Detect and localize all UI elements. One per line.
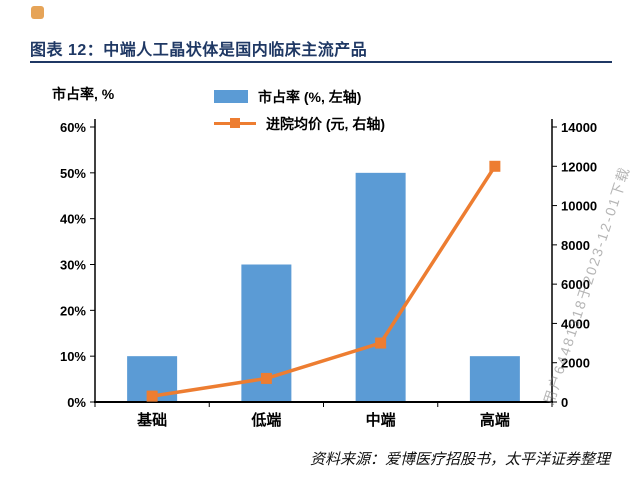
right-axis-tick-label: 10000 xyxy=(561,199,597,214)
left-axis-tick-label: 60% xyxy=(60,120,86,135)
right-axis-tick-label: 8000 xyxy=(561,238,590,253)
source-note: 资料来源：爱博医疗招股书，太平洋证券整理 xyxy=(309,452,610,468)
left-axis-tick-label: 30% xyxy=(60,258,86,273)
x-category-label: 高端 xyxy=(480,411,510,429)
line-marker xyxy=(489,160,501,172)
legend-label-bar: 市占率 (%, 左轴) xyxy=(258,88,362,105)
left-axis-tick-label: 40% xyxy=(60,212,86,227)
bar xyxy=(355,172,406,402)
left-axis-tick-label: 10% xyxy=(60,349,86,364)
corner-stamp xyxy=(31,6,44,19)
right-axis-tick-label: 2000 xyxy=(561,356,590,371)
left-axis-tick-label: 50% xyxy=(60,166,86,181)
right-axis-tick-label: 6000 xyxy=(561,277,590,292)
right-axis-tick-label: 4000 xyxy=(561,316,590,331)
legend-item-line: 进院均价 (元, 右轴) xyxy=(214,110,385,137)
price-line xyxy=(151,165,497,398)
left-axis-title: 市占率, % xyxy=(52,86,115,102)
right-axis-tick-label: 0 xyxy=(561,395,568,410)
bar-swatch xyxy=(214,90,248,103)
chart-title: 图表 12：中端人工晶状体是国内临床主流产品 xyxy=(30,42,368,59)
line-marker xyxy=(260,372,272,384)
line-swatch xyxy=(214,117,256,130)
x-category-label: 低端 xyxy=(250,411,281,429)
chart-legend: 市占率 (%, 左轴) 进院均价 (元, 右轴) xyxy=(214,83,385,137)
bar xyxy=(469,356,520,402)
left-axis-tick-label: 0% xyxy=(67,395,86,410)
line-marker xyxy=(146,390,158,402)
right-axis-tick-label: 12000 xyxy=(561,159,597,174)
x-category-label: 基础 xyxy=(136,411,167,429)
line-marker xyxy=(375,337,387,349)
line-swatch-marker xyxy=(230,118,240,128)
right-axis-tick-label: 14000 xyxy=(561,120,597,135)
title-underline xyxy=(30,61,612,63)
left-axis-tick-label: 20% xyxy=(60,303,86,318)
x-category-label: 中端 xyxy=(366,411,396,429)
legend-label-line: 进院均价 (元, 右轴) xyxy=(266,115,385,132)
legend-item-bar: 市占率 (%, 左轴) xyxy=(214,83,385,110)
